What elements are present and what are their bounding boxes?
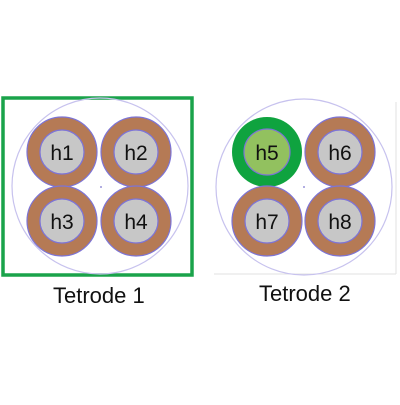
- tetrode-2[interactable]: h5 h6 h7 h8: [214, 98, 397, 276]
- bundle-center-dot: [100, 186, 102, 188]
- bundle-outline: [11, 97, 189, 275]
- channel-label: h7: [255, 211, 278, 234]
- channel-core: [113, 129, 159, 175]
- channel-h6[interactable]: h6: [304, 116, 376, 188]
- channel-core: [244, 198, 290, 244]
- channel-label: h6: [328, 142, 351, 165]
- bundle-center-dot: [303, 186, 305, 188]
- channel-h2[interactable]: h2: [100, 116, 172, 188]
- channel-label: h2: [124, 142, 147, 165]
- channel-core: [39, 198, 85, 244]
- channel-label: h1: [50, 142, 73, 165]
- channel-h5[interactable]: h5: [232, 117, 302, 187]
- channel-core: [243, 128, 291, 176]
- channel-core: [39, 129, 85, 175]
- channel-core: [317, 129, 363, 175]
- channel-h1[interactable]: h1: [26, 116, 98, 188]
- tetrode-2-caption: Tetrode 2: [259, 281, 351, 306]
- channel-h4[interactable]: h4: [100, 185, 172, 257]
- channel-label: h8: [328, 211, 351, 234]
- tetrode-1-caption: Tetrode 1: [53, 283, 145, 308]
- channel-core: [113, 198, 159, 244]
- channel-label: h4: [124, 211, 148, 234]
- channel-h3[interactable]: h3: [26, 185, 98, 257]
- channel-h8[interactable]: h8: [304, 185, 376, 257]
- tetrode-1[interactable]: h1 h2 h3 h4: [1, 96, 194, 277]
- channel-label: h3: [50, 211, 73, 234]
- channel-label: h5: [255, 142, 278, 165]
- bundle-outline: [215, 98, 393, 276]
- channel-core: [317, 198, 363, 244]
- channel-h7[interactable]: h7: [231, 185, 303, 257]
